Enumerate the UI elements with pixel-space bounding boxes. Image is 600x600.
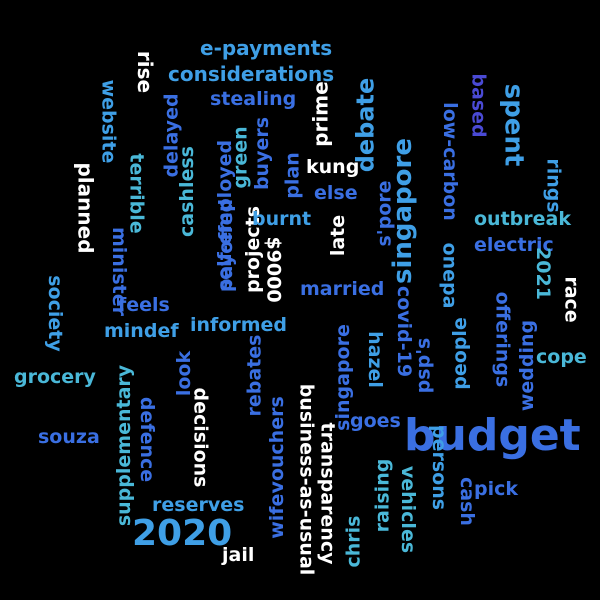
word-race: race [560,276,583,323]
word-payoffed: payoffed [215,198,238,293]
word-9000: $9000 [262,236,285,303]
word-jail: jail [222,544,255,566]
word-married: married [300,278,385,300]
word-electric: electric [474,234,554,256]
word-website: website [97,79,120,164]
word-kung: kung [306,156,360,178]
word-onepa: onepa [438,242,461,309]
word-offerings: offerings [491,291,514,388]
word-psps: psp's [412,337,435,394]
word-green: green [229,126,252,189]
word-cope: cope [536,346,587,368]
word-considerations: considerations [168,62,335,86]
word-prime: prime [308,81,333,147]
word-low-carbon: low-carbon [438,102,461,221]
word-budget: budget [404,410,581,461]
word-chris: chris [342,515,365,568]
word-cashless: cashless [175,146,198,237]
word-souza: souza [38,426,100,448]
word-wedding: wedding [516,319,539,412]
word-rise: rise [133,50,158,94]
word-reserves: reserves [152,494,245,516]
word-stealing: stealing [210,88,297,110]
word-transparency: transparency [316,422,339,565]
word-planned: planned [73,162,98,254]
word-spent: spent [498,83,529,167]
word-raising: raising [371,458,394,533]
word-spore: s'pore [373,180,396,247]
word-decisions: decisions [189,387,212,488]
word-business-as-usual: business-as-usual [295,383,318,576]
word-buyers: buyers [251,116,274,191]
word-goes: goes [350,410,401,432]
word-else: else [314,182,358,204]
word-persons: persons [428,424,451,511]
word-rings: rings [542,158,565,213]
word-2020: 2020 [132,513,233,554]
word-late: late [327,214,350,257]
word-plan: plan [281,152,304,199]
word-rebates: rebates [243,334,266,417]
word-society: society [43,275,66,352]
word-e-payments: e-payments [200,36,333,60]
word-feels: feels [118,294,170,316]
word-wifevouchers: wifevouchers [265,396,288,539]
word-vehicles: vehicles [397,465,420,554]
word-defence: defence [136,396,159,483]
word-covid-19: covid-19 [393,285,416,378]
word-terrible: terrible [125,153,148,234]
word-based: based [467,73,490,138]
word-2021: 2021 [531,247,554,300]
word-mindef: mindef [104,320,179,342]
word-supplementary: supplementary [113,364,136,527]
word-hazel: hazel [363,331,386,388]
word-pick: pick [474,478,519,500]
word-grocery: grocery [14,366,96,388]
word-people: people [448,317,471,390]
word-burnt: burnt [252,208,312,230]
word-informed: informed [190,314,288,336]
word-outbreak: outbreak [474,208,571,230]
